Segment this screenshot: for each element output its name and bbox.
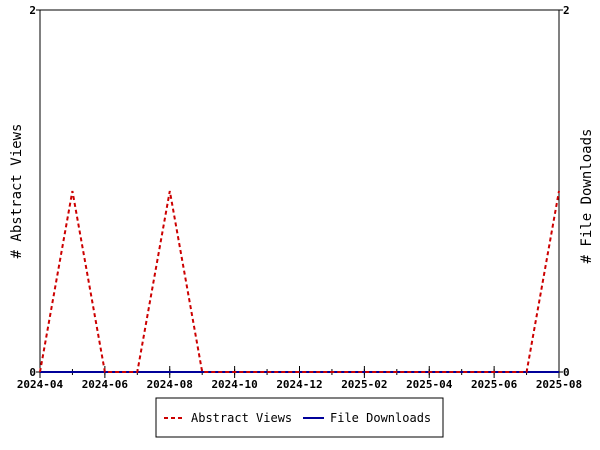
series-line-abstract-views xyxy=(39,190,560,373)
legend-label-file-downloads: File Downloads xyxy=(330,411,431,425)
plot-area xyxy=(39,9,560,373)
y-axis-right-label: # File Downloads xyxy=(579,129,595,264)
y-left-tick-label: 2 xyxy=(29,4,36,17)
legend: Abstract Views File Downloads xyxy=(155,397,444,438)
x-tick-label: 2024-04 xyxy=(17,378,64,391)
x-tick-label: 2025-04 xyxy=(406,378,453,391)
x-tick-label: 2024-10 xyxy=(211,378,257,391)
y-left-tick-label: 0 xyxy=(29,366,36,379)
x-tick-label: 2024-06 xyxy=(82,378,129,391)
y-axis-left-label: # Abstract Views xyxy=(9,124,25,259)
y-right-tick-label: 0 xyxy=(563,366,570,379)
legend-box xyxy=(155,397,444,438)
x-tick-label: 2025-06 xyxy=(471,378,518,391)
y-axis-ticks: 0 2 0 2 xyxy=(29,4,569,379)
x-tick-label: 2025-02 xyxy=(341,378,387,391)
y-right-tick-label: 2 xyxy=(563,4,570,17)
x-tick-label: 2025-08 xyxy=(536,378,582,391)
legend-label-abstract-views: Abstract Views xyxy=(191,411,292,425)
series-layer xyxy=(39,190,560,373)
x-tick-label: 2024-12 xyxy=(276,378,322,391)
x-tick-label: 2024-08 xyxy=(147,378,193,391)
